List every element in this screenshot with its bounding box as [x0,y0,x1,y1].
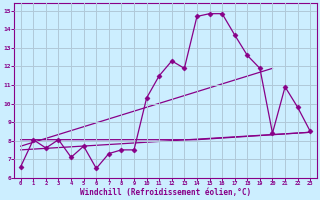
X-axis label: Windchill (Refroidissement éolien,°C): Windchill (Refroidissement éolien,°C) [80,188,251,197]
